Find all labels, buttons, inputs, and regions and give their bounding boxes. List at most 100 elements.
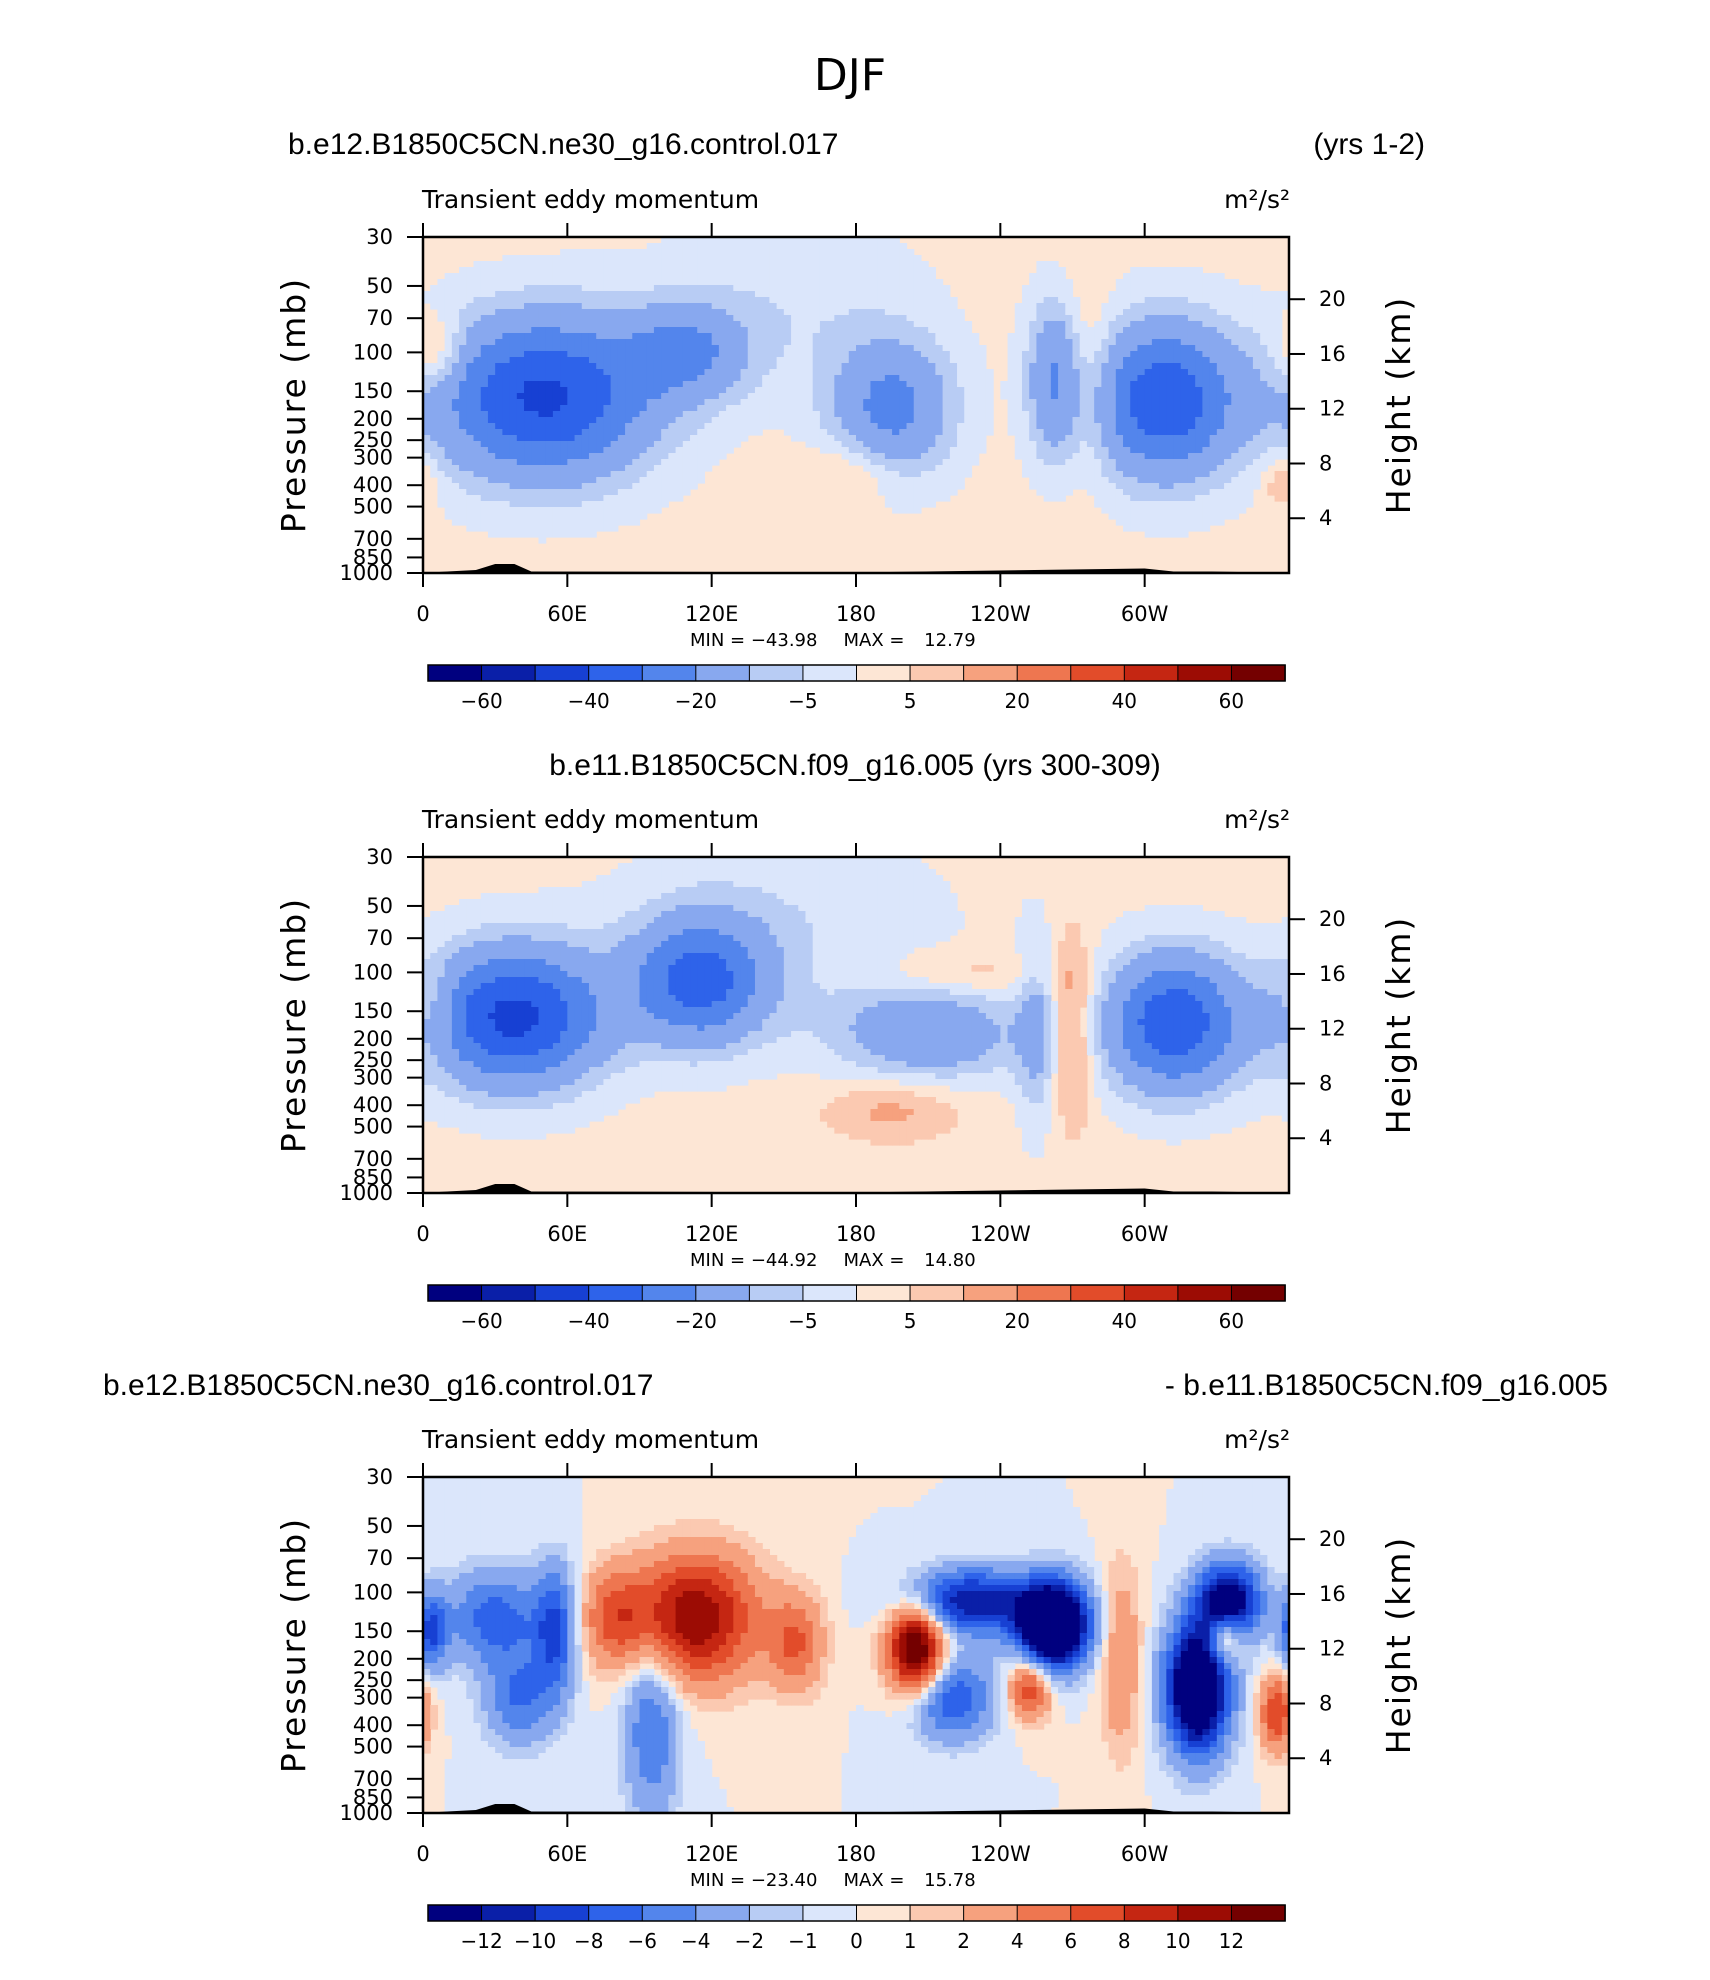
panel-1-cell (957, 387, 965, 394)
panel-1-cell (812, 285, 821, 292)
panel-2-cell (863, 869, 872, 876)
panel-1-cell (1224, 381, 1232, 388)
panel-1-cell (754, 273, 763, 280)
panel-1-cell (848, 321, 857, 328)
panel-1-cell (646, 261, 655, 268)
panel-1-cell (560, 471, 568, 478)
panel-1-cell (617, 441, 626, 448)
panel-1-cell (1209, 399, 1218, 406)
panel-1-cell (704, 249, 713, 256)
panel-1-cell (1245, 369, 1254, 376)
panel-1-cell (935, 279, 944, 286)
panel-1-cell (1007, 411, 1016, 418)
panel-2-cell (646, 857, 655, 864)
panel-1-cell (834, 363, 843, 370)
panel-1-cell (1151, 285, 1160, 292)
panel-1-cell (524, 405, 532, 412)
panel-1-cell (574, 375, 583, 382)
panel-1-cell (545, 363, 554, 370)
panel-1-cell (1260, 315, 1268, 322)
panel-1-cell (646, 315, 655, 322)
panel-1-cell (769, 411, 778, 418)
panel-1-cell (769, 423, 778, 430)
panel-1-cell (1043, 345, 1052, 352)
panel-1-cell (524, 393, 532, 400)
panel-1-cell (747, 339, 756, 346)
panel-1-cell (783, 405, 792, 412)
panel-2-cell (769, 857, 778, 864)
panel-1-cell (516, 501, 525, 508)
panel-1-cell (509, 321, 518, 328)
panel-1-cell (899, 369, 908, 376)
panel-1-cell (928, 387, 936, 394)
panel-1-cell (747, 279, 756, 286)
panel-1-cell (509, 489, 518, 496)
panel-1-cell (819, 345, 828, 352)
panel-1-cell (1086, 483, 1095, 490)
panel-1-cell (733, 411, 742, 418)
panel-1-cell (877, 399, 886, 406)
panel-1-cell (459, 267, 467, 274)
panel-1-cell (957, 399, 965, 406)
panel-2-cell (856, 875, 864, 882)
panel-1-cell (538, 429, 547, 436)
panel-1-cell (913, 405, 922, 412)
panel-2-cell (610, 881, 619, 888)
panel-1-cell (906, 357, 915, 364)
colorbar-swatch (427, 664, 483, 682)
panel-1-cell (791, 267, 799, 274)
panel-1-cell (451, 357, 460, 364)
panel-1-cell (1094, 471, 1102, 478)
panel-1-cell (870, 291, 879, 298)
panel-1-cell (1144, 507, 1153, 514)
panel-1-cell (805, 243, 814, 250)
panel-1-cell (473, 477, 482, 484)
panel-1-cell (877, 279, 886, 286)
panel-1-cell (899, 417, 908, 424)
panel-1-cell (625, 399, 633, 406)
panel-1-cell (574, 405, 583, 412)
panel-1-cell (516, 381, 525, 388)
panel-1-cell (1058, 417, 1066, 424)
panel-1-cell (509, 387, 518, 394)
panel-1-cell (423, 363, 431, 370)
panel-1-cell (805, 321, 814, 328)
panel-2-cell (819, 881, 828, 888)
panel-1-cell (798, 375, 807, 382)
panel-1-cell (762, 375, 770, 382)
panel-1-cell (783, 321, 792, 328)
panel-1-cell (899, 327, 908, 334)
panel-1-cell (783, 369, 792, 376)
panel-1-cell (841, 387, 850, 394)
panel-1-cell (949, 489, 958, 496)
panel-1-cell (1079, 441, 1088, 448)
panel-1-cell (718, 333, 727, 340)
panel-1-cell (545, 447, 554, 454)
panel-1-cell (1231, 309, 1240, 316)
panel-1-cell (949, 327, 958, 334)
panel-1-cell (1231, 459, 1240, 466)
panel-1-cell (603, 525, 612, 532)
panel-1-cell (451, 447, 460, 454)
panel-1-cell (675, 303, 684, 310)
panel-1-cell (1195, 387, 1203, 394)
panel-1-cell (430, 381, 439, 388)
panel-1-cell (819, 417, 828, 424)
panel-2-cell (783, 875, 792, 882)
panel-1-cell (495, 351, 503, 358)
panel-1-cell (1187, 327, 1196, 334)
panel-1-cell (819, 327, 828, 334)
panel-1-cell (1000, 387, 1009, 394)
panel-1-cell (617, 279, 626, 286)
panel-1-cell (451, 429, 460, 436)
panel-1-cell (1231, 297, 1240, 304)
panel-1-cell (625, 321, 633, 328)
panel-2-cell (877, 875, 886, 882)
panel-1-cell (574, 249, 583, 256)
panel-1-cell (827, 423, 835, 430)
panel-1-cell (1101, 309, 1110, 316)
panel-1-cell (610, 297, 619, 304)
panel-1-cell (942, 399, 951, 406)
panel-1-cell (516, 315, 525, 322)
panel-1-cell (1137, 459, 1146, 466)
